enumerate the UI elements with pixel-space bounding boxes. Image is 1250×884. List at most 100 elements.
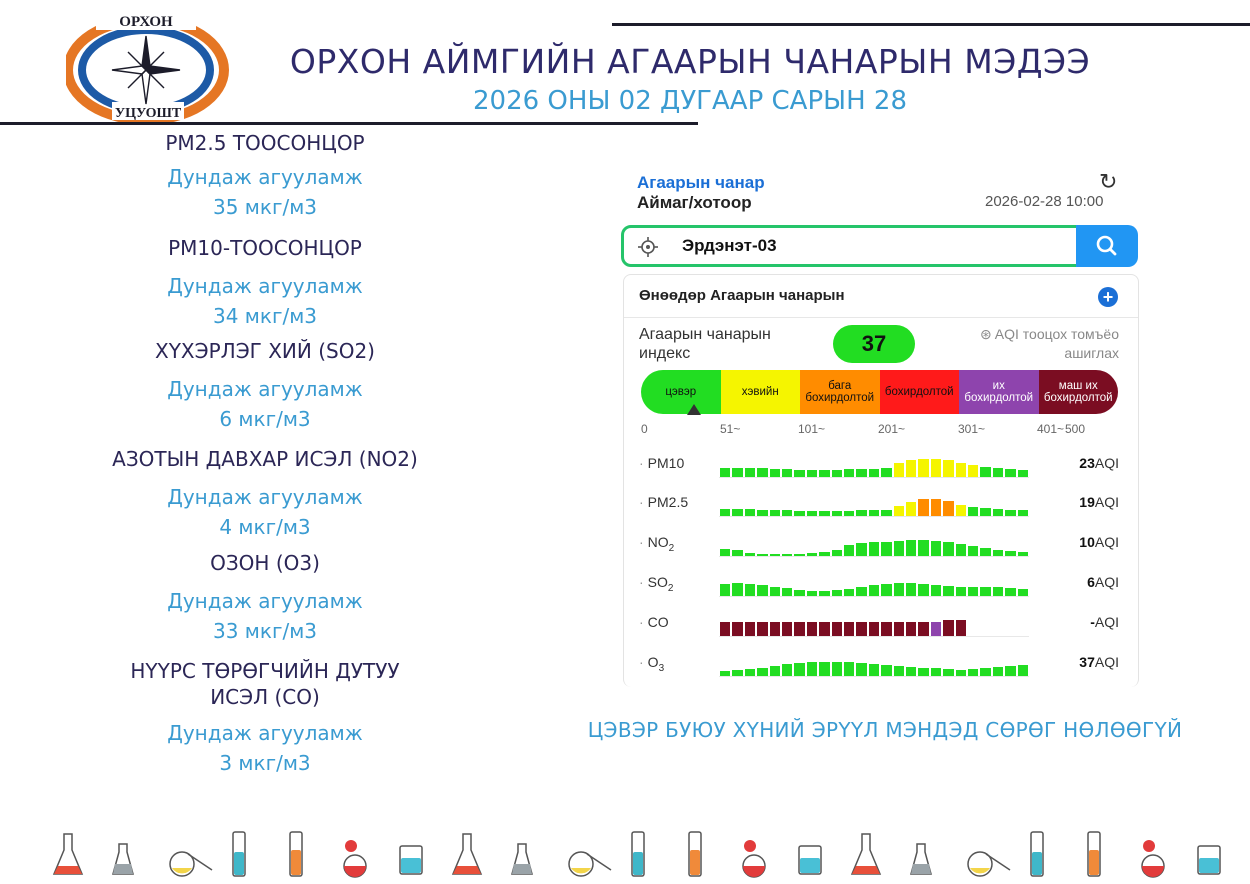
pollutant-name: НҮҮРС ТӨРӨГЧИЙН ДУТУУ ИСЭЛ (CO): [130, 659, 400, 709]
station-search[interactable]: Эрдэнэт-03: [621, 225, 1138, 267]
logo-top-text: ОРХОН: [119, 14, 173, 30]
hour-bar: [806, 591, 818, 596]
hour-bar: [918, 668, 929, 676]
hour-bar: [732, 583, 743, 596]
tick-label: 301~: [958, 422, 986, 436]
round-flask-icon: [1141, 840, 1165, 878]
hour-bar: [794, 663, 805, 676]
hour-bar: [720, 671, 731, 676]
hour-bar: [968, 587, 979, 596]
pollutant-row-name: · O3: [639, 654, 665, 674]
hour-bar: [881, 665, 892, 676]
hour-bar: [992, 667, 1004, 676]
hour-bar: [955, 463, 966, 477]
scale-segment: хэвийн: [720, 370, 800, 414]
pollutant-value: 3 мкг/м3: [219, 751, 311, 775]
search-input[interactable]: Эрдэнэт-03: [682, 236, 777, 255]
pollutant-avg-label: Дундаж агууламж: [167, 165, 363, 189]
hour-bar: [943, 542, 954, 556]
pollutant-name: ОЗОН (О3): [210, 551, 320, 575]
pollutant-o3: ОЗОН (О3) Дундаж агууламж 33 мкг/м3: [60, 550, 470, 646]
hour-bar: [831, 622, 842, 636]
pollutant-avg-label: Дундаж агууламж: [167, 485, 363, 509]
expand-plus-icon[interactable]: +: [1098, 287, 1118, 307]
hour-bar: [757, 585, 768, 596]
pollutant-pm10: PM10-ТООСОНЦОР Дундаж агууламж 34 мкг/м3: [60, 235, 470, 331]
hour-bar: [794, 622, 805, 636]
hour-bar: [1017, 510, 1028, 516]
search-icon: [1096, 235, 1117, 256]
pollutant-row-aqi: 10AQI: [1079, 534, 1119, 550]
orkhon-logo: ОРХОН УЦУОШТ: [66, 12, 229, 122]
hour-bar: [757, 622, 768, 636]
tick-label: 401~: [1037, 422, 1065, 436]
page-title: ОРХОН АЙМГИЙН АГААРЫН ЧАНАРЫН МЭДЭЭ: [289, 42, 1091, 81]
pollutant-avg-label: Дундаж агууламж: [167, 721, 363, 745]
pollutant-value: 6 мкг/м3: [219, 407, 311, 431]
pollutant-row-name: · SO2: [639, 574, 674, 594]
test-tube-icon: [232, 831, 246, 877]
hour-bar: [968, 507, 979, 516]
hour-bar: [1017, 665, 1028, 676]
aqi-app-panel: Агаарын чанар Аймаг/хотоор ↻ 2026-02-28 …: [621, 165, 1141, 687]
hour-bar: [1017, 470, 1028, 477]
hour-bar: [819, 622, 830, 636]
hour-bar: [906, 460, 917, 477]
hour-bar: [1005, 551, 1016, 556]
pollutant-value: 4 мкг/м3: [219, 515, 311, 539]
pollutant-row-bars: [719, 650, 1029, 677]
hour-bar: [1005, 588, 1016, 596]
pollutant-aqi-row: · CO -AQI: [639, 610, 1129, 637]
pollutant-name: PM10-ТООСОНЦОР: [168, 236, 362, 260]
hour-bar: [720, 549, 731, 556]
hour-bar: [831, 590, 842, 596]
beaker-icon: [1197, 845, 1221, 875]
hour-bar: [943, 669, 954, 676]
search-button[interactable]: [1076, 225, 1138, 267]
pollutant-row-aqi: 6AQI: [1087, 574, 1119, 590]
hour-bar: [906, 583, 917, 596]
today-label: Өнөөдөр Агаарын чанарын: [639, 287, 845, 304]
hour-bar: [868, 622, 880, 636]
hour-bar: [831, 511, 842, 516]
pollutant-row-bars: [719, 570, 1029, 597]
target-icon[interactable]: [638, 237, 658, 257]
refresh-icon[interactable]: ↻: [1099, 169, 1118, 194]
hour-bar: [782, 469, 793, 477]
scale-segment: цэвэр: [641, 370, 721, 414]
beaker-icon: [798, 845, 822, 875]
beaker-icon: [399, 845, 423, 875]
hour-bar: [819, 591, 830, 596]
aqi-scale-bar: цэвэр хэвийн бага бохирдолтой бохирдолто…: [641, 370, 1118, 414]
hour-bar: [819, 470, 830, 477]
hour-bar: [1005, 666, 1016, 676]
hour-bar: [930, 499, 942, 516]
hour-bar: [881, 510, 892, 516]
pollutant-row-aqi: 37AQI: [1079, 654, 1119, 670]
aqi-marker-icon: [687, 404, 701, 415]
panel-datetime: 2026-02-28 10:00: [985, 193, 1104, 210]
hour-bar: [732, 468, 743, 477]
aqi-value-badge: 37: [833, 325, 915, 363]
hour-bar: [868, 585, 880, 596]
hour-bar: [794, 590, 805, 596]
pollutant-aqi-row: · SO2 6AQI: [639, 570, 1129, 597]
hour-bar: [906, 502, 917, 516]
hour-bar: [893, 622, 904, 636]
hour-bar: [782, 510, 793, 516]
pollutant-so2: ХҮХЭРЛЭГ ХИЙ (SO2) Дундаж агууламж 6 мкг…: [60, 338, 470, 434]
aqi-formula-link[interactable]: ⊛ AQI тооцох томъёо ашиглах: [979, 326, 1119, 361]
tick-label: 500: [1065, 422, 1086, 436]
pollutant-row-name: · PM10: [639, 455, 685, 471]
pollutant-co: НҮҮРС ТӨРӨГЧИЙН ДУТУУ ИСЭЛ (CO) Дундаж а…: [60, 658, 470, 778]
hour-bar: [757, 468, 768, 477]
pollutant-list: PM2.5 ТООСОНЦОР Дундаж агууламж 35 мкг/м…: [60, 130, 470, 778]
hour-bar: [893, 666, 904, 676]
hour-bar: [844, 622, 855, 636]
hour-bar: [856, 543, 867, 556]
hour-bar: [806, 511, 818, 516]
hour-bar: [720, 509, 731, 516]
pollutant-row-aqi: 23AQI: [1079, 455, 1119, 471]
hour-bar: [769, 554, 780, 556]
pollutant-aqi-row: · PM2.5 19AQI: [639, 490, 1129, 517]
